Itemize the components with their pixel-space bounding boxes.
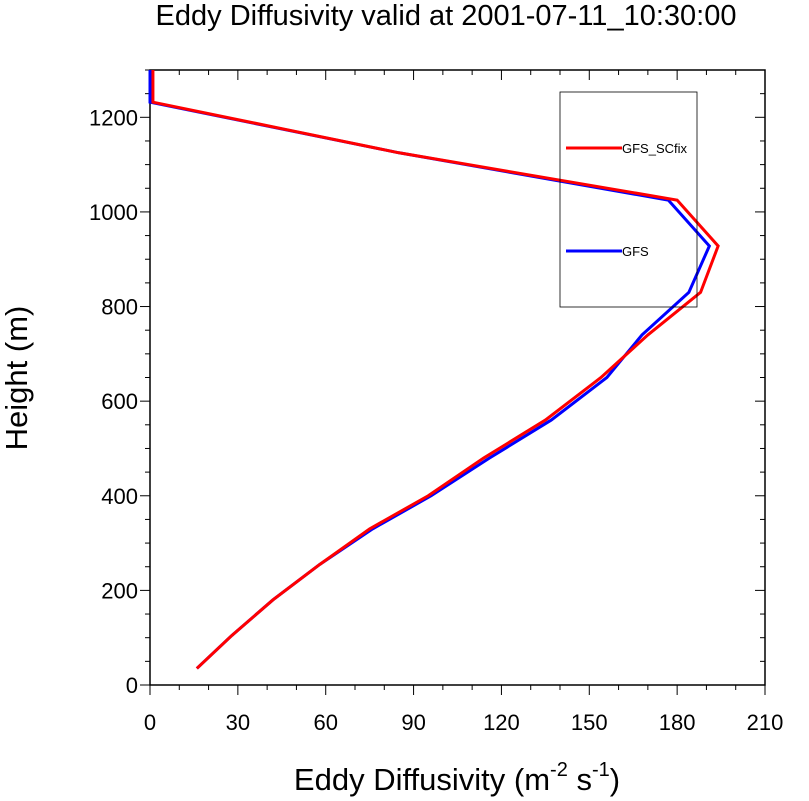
x-axis-label-exp2: -1	[592, 759, 610, 781]
legend: GFS_SCfix GFS	[559, 91, 698, 308]
y-tick-label: 1200	[89, 105, 138, 130]
legend-label-gfs-scfix: GFS_SCfix	[622, 141, 688, 156]
x-tick-label: 0	[144, 710, 156, 735]
y-tick-label: 0	[126, 673, 138, 698]
axis-ticks	[140, 69, 766, 695]
y-tick-label: 1000	[89, 200, 138, 225]
x-tick-label: 30	[226, 710, 250, 735]
y-tick-label: 200	[101, 578, 138, 603]
series-lines	[148, 70, 720, 670]
x-tick-label: 180	[659, 710, 696, 735]
series-line-gfs	[148, 70, 712, 670]
x-tick-label: 120	[483, 710, 520, 735]
series-line-gfs-scfix	[151, 70, 720, 670]
y-tick-labels: 0 200 400 600 800 1000 1200	[89, 105, 138, 698]
x-tick-label: 90	[401, 710, 425, 735]
y-tick-label: 400	[101, 484, 138, 509]
x-axis-label-exp1: -2	[550, 759, 568, 781]
x-tick-label: 210	[747, 710, 784, 735]
legend-box	[559, 91, 698, 308]
chart-title: Eddy Diffusivity valid at 2001-07-11_10:…	[156, 0, 737, 32]
x-axis-label-suffix: )	[610, 762, 620, 797]
x-tick-label: 60	[313, 710, 337, 735]
x-axis-label-mid: s	[568, 762, 592, 797]
plot-area-frame	[149, 69, 766, 686]
y-tick-label: 800	[101, 295, 138, 320]
x-axis-label-prefix: Eddy Diffusivity (m	[294, 762, 550, 797]
x-tick-label: 150	[571, 710, 608, 735]
y-tick-label: 600	[101, 389, 138, 414]
x-axis-label: Eddy Diffusivity (m-2 s-1)	[294, 759, 620, 797]
x-tick-labels: 0 30 60 90 120 150 180 210	[144, 710, 783, 735]
y-axis-label: Height (m)	[0, 306, 34, 451]
legend-label-gfs: GFS	[622, 244, 649, 259]
